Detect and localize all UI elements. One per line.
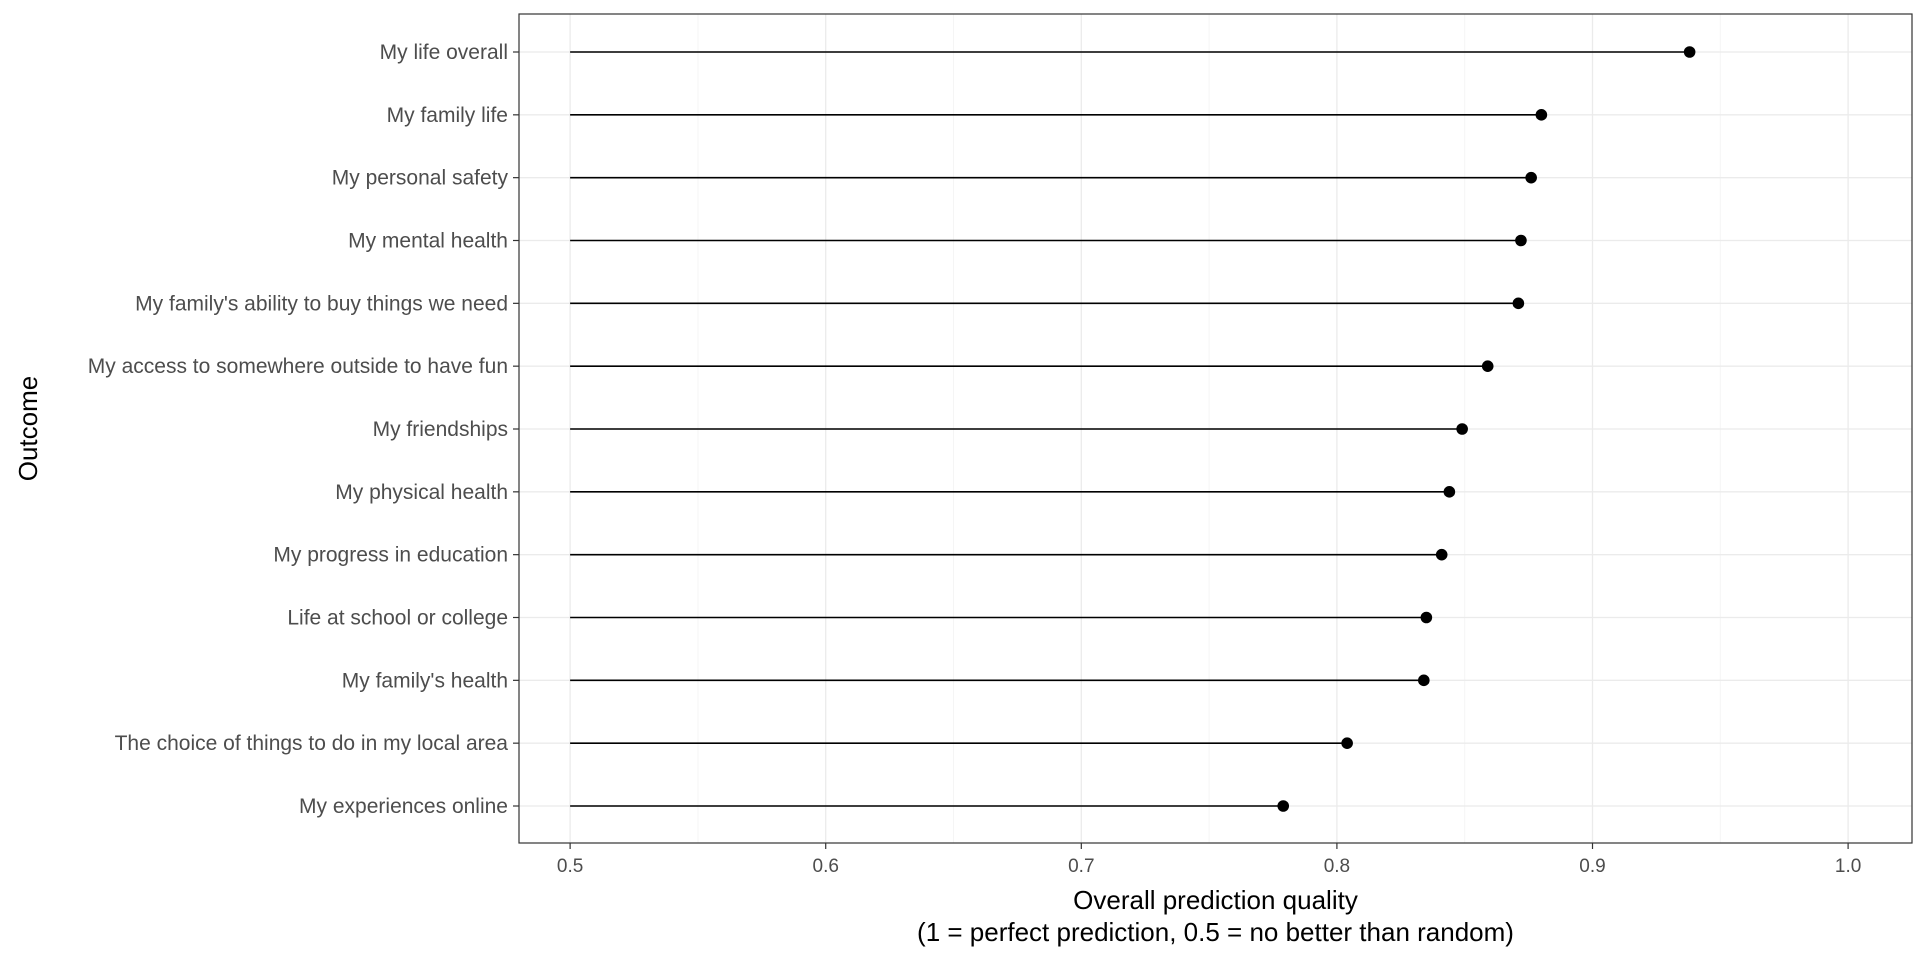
data-point	[1418, 674, 1430, 687]
data-point	[1277, 800, 1290, 812]
x-tick-label: 0.5	[557, 856, 583, 877]
y-tick-label: My mental health	[348, 230, 508, 253]
x-tick-label: 0.8	[1324, 856, 1350, 877]
y-tick-label: My family's ability to buy things we nee…	[135, 292, 508, 315]
data-point	[1341, 737, 1353, 749]
y-tick-label: My life overall	[380, 41, 508, 64]
data-point	[1435, 548, 1448, 561]
data-point	[1456, 423, 1468, 435]
y-tick-label: The choice of things to do in my local a…	[115, 732, 509, 755]
data-point	[1512, 297, 1525, 310]
y-axis: My life overall My family life My personal…	[88, 41, 519, 818]
y-tick-label: My physical health	[335, 481, 508, 504]
data-point	[1683, 46, 1696, 58]
y-tick-label: Life at school or college	[287, 607, 508, 630]
x-tick-label: 0.9	[1579, 856, 1605, 877]
x-tick-label: 1.0	[1835, 856, 1861, 877]
x-tick-label: 0.7	[1068, 856, 1094, 877]
x-axis: 0.5 0.6 0.7 0.8 0.9 1.0	[557, 843, 1861, 877]
y-tick-label: My personal safety	[332, 167, 509, 190]
data-point	[1535, 109, 1548, 121]
y-tick-label: My experiences online	[299, 795, 508, 818]
data-point	[1515, 234, 1527, 247]
segment-layer	[570, 51, 1690, 807]
y-tick-label: My friendships	[373, 418, 508, 441]
y-tick-label: My family life	[387, 104, 508, 127]
x-axis-title: Overall prediction quality	[1073, 885, 1358, 915]
y-axis-title: Outcome	[13, 376, 43, 482]
point-layer	[1277, 46, 1696, 812]
data-point	[1420, 611, 1433, 624]
x-axis-subtitle: (1 = perfect prediction, 0.5 = no better…	[917, 917, 1514, 947]
x-tick-label: 0.6	[813, 856, 839, 877]
data-point	[1443, 486, 1456, 498]
y-tick-label: My access to somewhere outside to have f…	[88, 355, 508, 378]
y-tick-label: My progress in education	[273, 544, 508, 567]
data-point	[1481, 360, 1494, 372]
y-tick-label: My family's health	[342, 669, 508, 692]
data-point	[1525, 171, 1537, 184]
